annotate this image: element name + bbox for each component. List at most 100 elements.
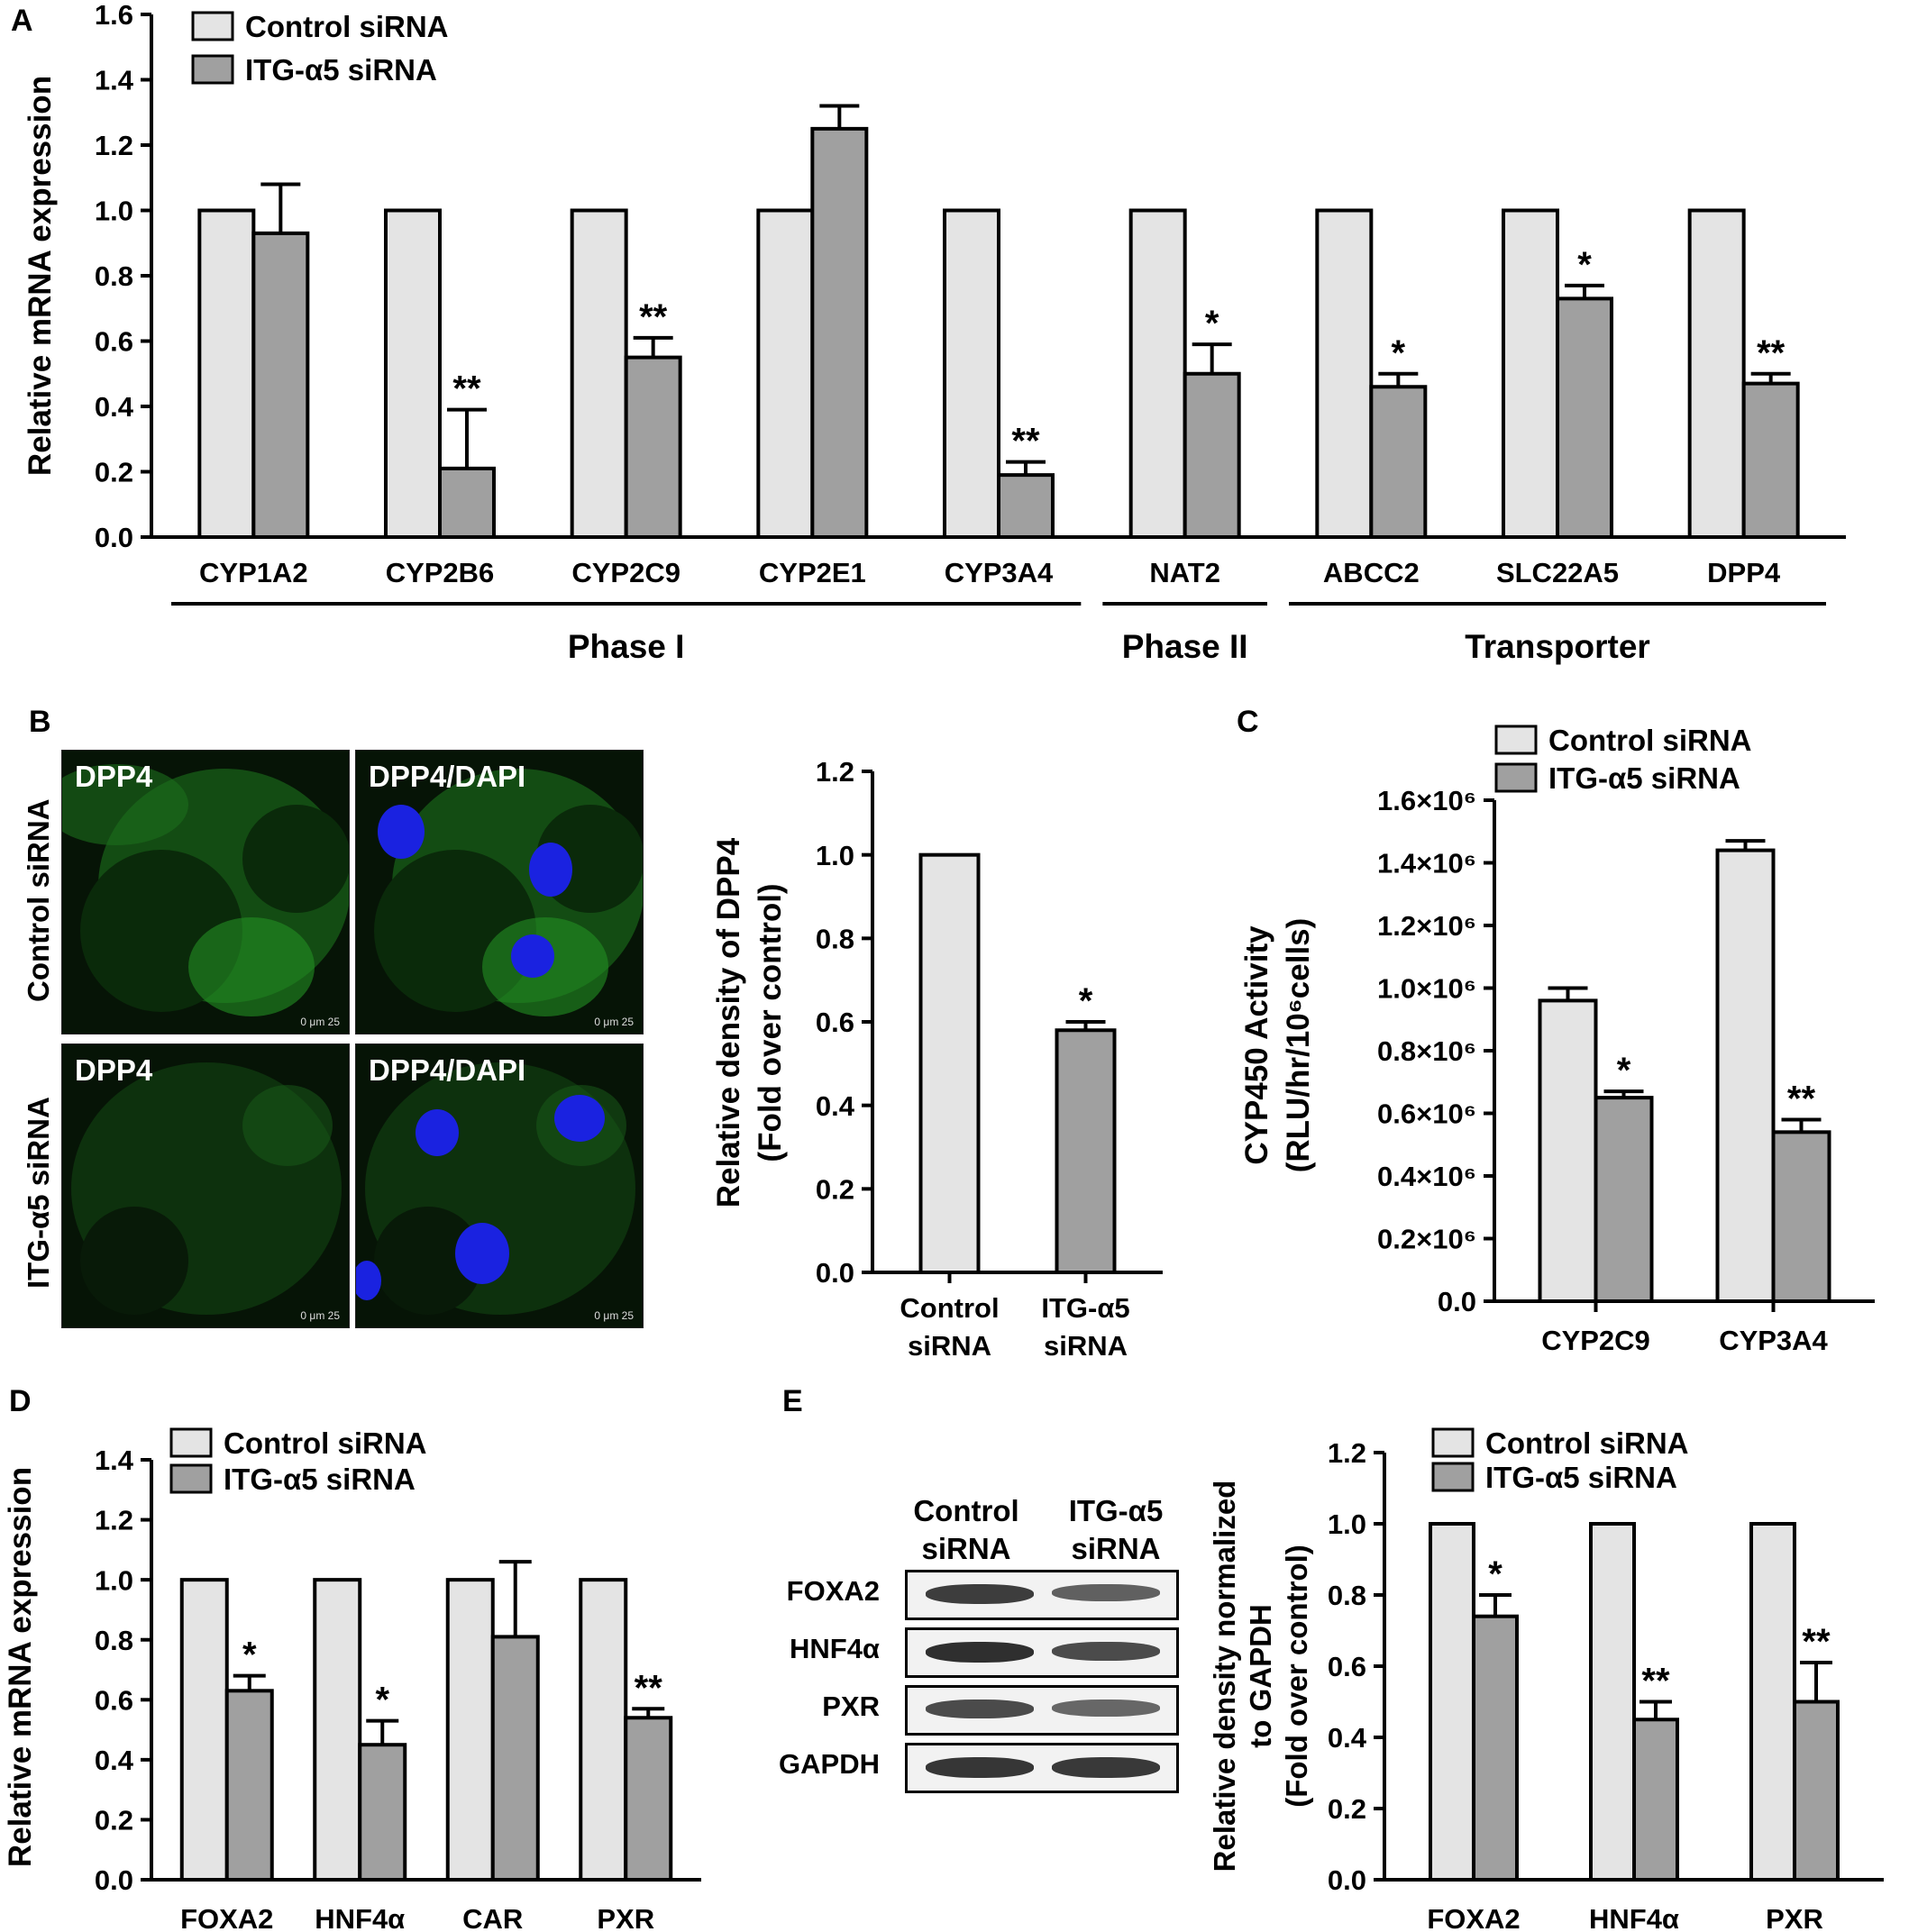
x-tick-label: NAT2 (1149, 557, 1220, 588)
significance-marker: * (1392, 333, 1406, 373)
panel-label-c: C (1237, 705, 1259, 739)
y-tick-label: 0.0 (95, 1864, 133, 1896)
x-tick-label: HNF4α (1589, 1903, 1679, 1932)
bar-itg (624, 355, 682, 539)
x-tick-label: CYP3A4 (945, 557, 1054, 588)
significance-marker: ** (1641, 1662, 1670, 1701)
x-tick-label: Control (900, 1292, 999, 1324)
y-tick-label: 0.0 (1438, 1286, 1476, 1317)
y-tick-label: 1.2 (95, 1505, 133, 1536)
bar-control (570, 208, 628, 539)
y-tick-label: 0.2 (95, 1805, 133, 1836)
band-control (926, 1757, 1034, 1778)
bar-control (313, 1578, 362, 1882)
blot-protein-label: HNF4α (789, 1633, 880, 1664)
legend-label-control: Control siRNA (224, 1426, 427, 1460)
bar-control (918, 852, 981, 1275)
y-tick-label: 1.6×10⁶ (1377, 785, 1476, 816)
x-tick-label: CAR (462, 1903, 523, 1932)
y-tick-label: 0.8 (1328, 1580, 1366, 1611)
band-itg (1052, 1584, 1160, 1601)
significance-marker: ** (639, 297, 668, 337)
significance-marker: * (1617, 1051, 1631, 1090)
bar-control (445, 1578, 495, 1882)
significance-marker: * (242, 1636, 257, 1675)
significance-marker: ** (452, 369, 481, 409)
x-tick-label: FOXA2 (1427, 1903, 1520, 1932)
significance-marker: ** (1757, 333, 1786, 373)
green-dpp4-signal-with-nuclei (374, 769, 643, 1016)
legend-label-itg: ITG-α5 siRNA (1485, 1461, 1677, 1494)
y-axis-label: Relative density of DPP4 (711, 837, 746, 1208)
scale-bar: 0 μm 25 (594, 1016, 634, 1028)
y-tick-label: 1.4 (95, 65, 134, 96)
band-control (926, 1642, 1034, 1663)
y-tick-label: 0.0 (95, 522, 133, 553)
y-tick-label: 0.8 (95, 260, 133, 292)
y-tick-label: 1.2 (1328, 1437, 1366, 1469)
y-tick-label: 0.4 (1328, 1722, 1367, 1754)
y-tick-label: 0.2×10⁶ (1377, 1224, 1476, 1255)
legend-label-itg: ITG-α5 siRNA (224, 1463, 416, 1496)
legend-swatch-control (1494, 724, 1538, 755)
bar-control (1589, 1522, 1636, 1882)
micrograph-label-dpp4: DPP4 (75, 760, 153, 793)
legend-label-control: Control siRNA (245, 10, 449, 43)
x-tick-label: HNF4α (315, 1903, 405, 1932)
y-tick-label: 1.2 (816, 756, 854, 788)
bar-itg (438, 466, 496, 539)
x-tick-label: ITG-α5 (1041, 1292, 1129, 1324)
scale-bar: 0 μm 25 (594, 1309, 634, 1322)
bar-control (1538, 998, 1598, 1303)
band-itg (1052, 1757, 1160, 1778)
legend-label-control: Control siRNA (1485, 1426, 1689, 1460)
x-tick-label: SLC22A5 (1496, 557, 1619, 588)
group-label: Phase I (568, 628, 685, 665)
scale-bar: 0 μm 25 (300, 1016, 340, 1028)
x-tick-label: DPP4 (1707, 557, 1781, 588)
bar-control (384, 208, 442, 539)
legend-swatch-control (191, 11, 234, 41)
blot-strip-pxr (905, 1685, 1179, 1736)
green-dpp4-signal-weak (71, 1062, 342, 1315)
bar-itg (1594, 1096, 1654, 1303)
blot-lane-control: Control siRNA (913, 1494, 1019, 1565)
bar-control (197, 208, 256, 539)
x-tick-label: CYP2B6 (386, 557, 495, 588)
bar-control (579, 1578, 628, 1882)
legend-swatch-control (169, 1427, 213, 1458)
y-tick-label: 0.0 (1328, 1864, 1366, 1896)
chart-c-cyp450-activity: 0.0 0.2×10⁶ 0.4×10⁶ 0.6×10⁶ 0.8×10⁶ 1.0×10⁶ 1.… (1239, 724, 1875, 1356)
y-tick-label: 1.2 (95, 130, 133, 161)
chart-e-protein-density: 0.0 0.2 0.4 0.6 0.8 1.0 1.2 Relative density no… (1208, 1426, 1884, 1932)
blot-strip-gapdh (905, 1743, 1179, 1793)
x-tick-label: siRNA (1044, 1330, 1128, 1362)
legend-label-itg: ITG-α5 siRNA (245, 53, 437, 87)
y-tick-label: 0.4 (816, 1090, 855, 1122)
blot-protein-label: PXR (822, 1690, 880, 1722)
y-axis-label: CYP450 Activity (1239, 925, 1274, 1165)
y-tick-label: 1.4×10⁶ (1377, 848, 1476, 879)
legend-swatch-itg (169, 1463, 213, 1494)
chart-b-dpp4-density: 0.0 0.2 0.4 0.6 0.8 1.0 1.2 Relative density of… (711, 756, 1163, 1362)
bar-itg (624, 1716, 673, 1882)
significance-marker: * (1205, 304, 1219, 343)
bar-itg (1183, 371, 1241, 539)
y-tick-label: 0.6 (95, 1684, 133, 1716)
bar-control (943, 208, 1000, 539)
micrograph-label-dpp4-dapi: DPP4/DAPI (369, 1053, 526, 1087)
significance-marker: * (375, 1681, 389, 1720)
bar-itg (1472, 1614, 1519, 1882)
y-tick-label: 1.4 (95, 1444, 134, 1476)
x-tick-label: PXR (1766, 1903, 1823, 1932)
x-tick-label: CYP2E1 (759, 557, 866, 588)
bar-itg (1632, 1718, 1679, 1882)
micrograph-control-dpp4: DPP4 0 μm 25 (61, 750, 350, 1034)
band-control (926, 1700, 1034, 1718)
blot-lane-itg: ITG-α5 siRNA (1068, 1494, 1164, 1565)
bar-itg (1771, 1130, 1831, 1303)
bar-itg (490, 1635, 540, 1882)
y-axis-label: Relative mRNA expression (23, 76, 58, 476)
y-axis-label: Relative mRNA expression (3, 1467, 38, 1867)
blot-protein-label: GAPDH (779, 1748, 880, 1780)
